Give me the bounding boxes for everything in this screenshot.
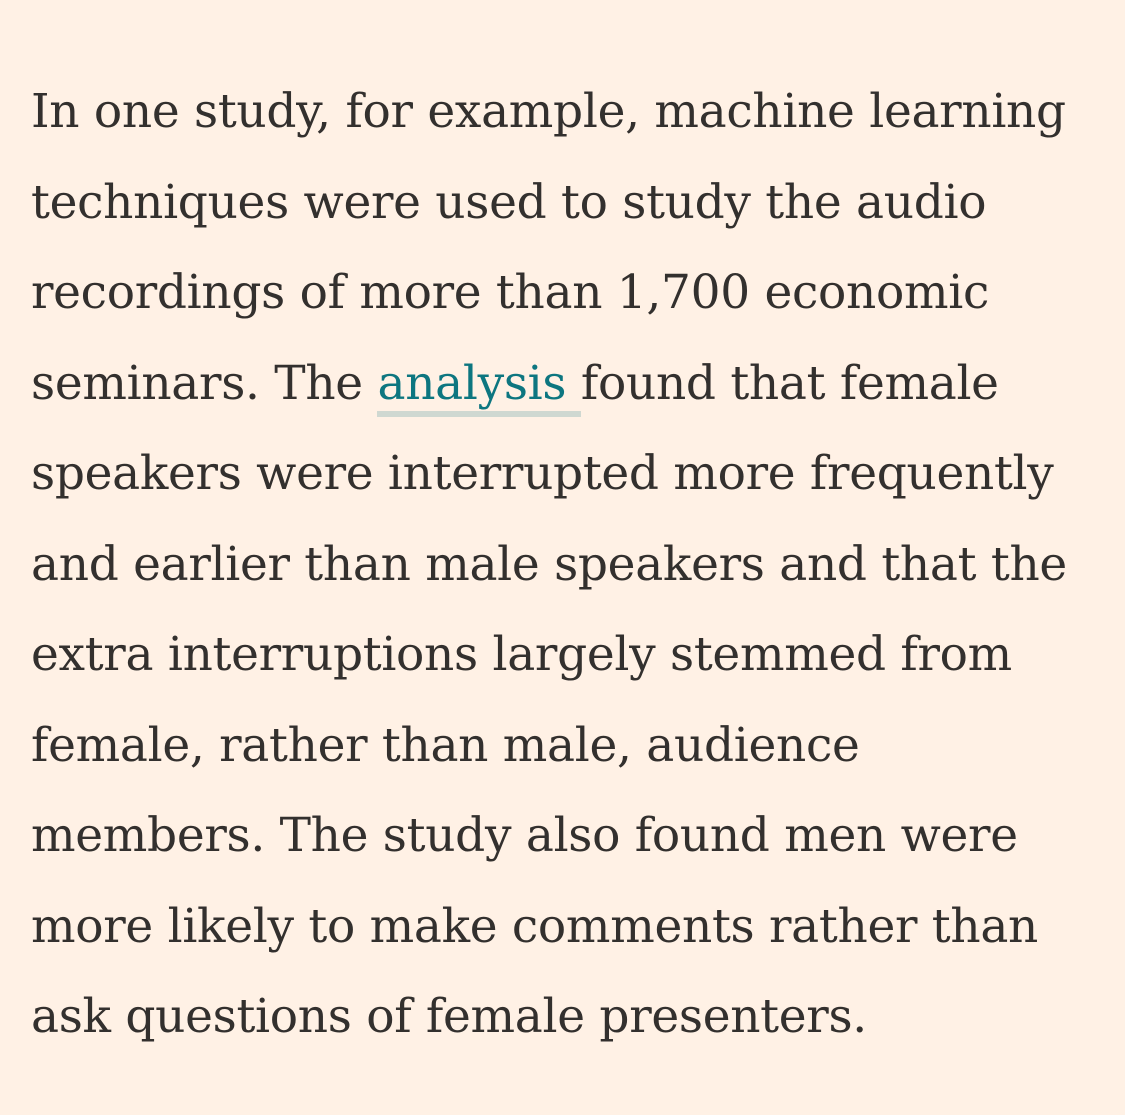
paragraph-line: techniques were used to study the audio: [31, 174, 987, 230]
article-paragraph: In one study, for example, machine learn…: [31, 67, 1111, 1063]
paragraph-line: In one study, for example, machine learn…: [31, 84, 1066, 139]
paragraph-line: members. The study also found men were: [31, 808, 1018, 863]
paragraph-text: found that female: [580, 355, 999, 411]
paragraph-line: ask questions of female presenters.: [31, 989, 867, 1044]
article-body: In one study, for example, machine learn…: [31, 67, 1111, 1063]
paragraph-line: speakers were interrupted more frequentl…: [31, 446, 1054, 501]
paragraph-line: and earlier than male speakers and that …: [31, 536, 1067, 592]
paragraph-line: recordings of more than 1,700 economic: [31, 265, 990, 320]
paragraph-line: seminars. The analysis found that female: [31, 339, 1111, 430]
paragraph-text: seminars. The: [31, 355, 378, 411]
paragraph-line: more likely to make comments rather than: [31, 898, 1039, 954]
analysis-link[interactable]: analysis: [377, 355, 581, 417]
paragraph-line: female, rather than male, audience: [31, 717, 860, 773]
paragraph-line: extra interruptions largely stemmed from: [31, 627, 1012, 682]
